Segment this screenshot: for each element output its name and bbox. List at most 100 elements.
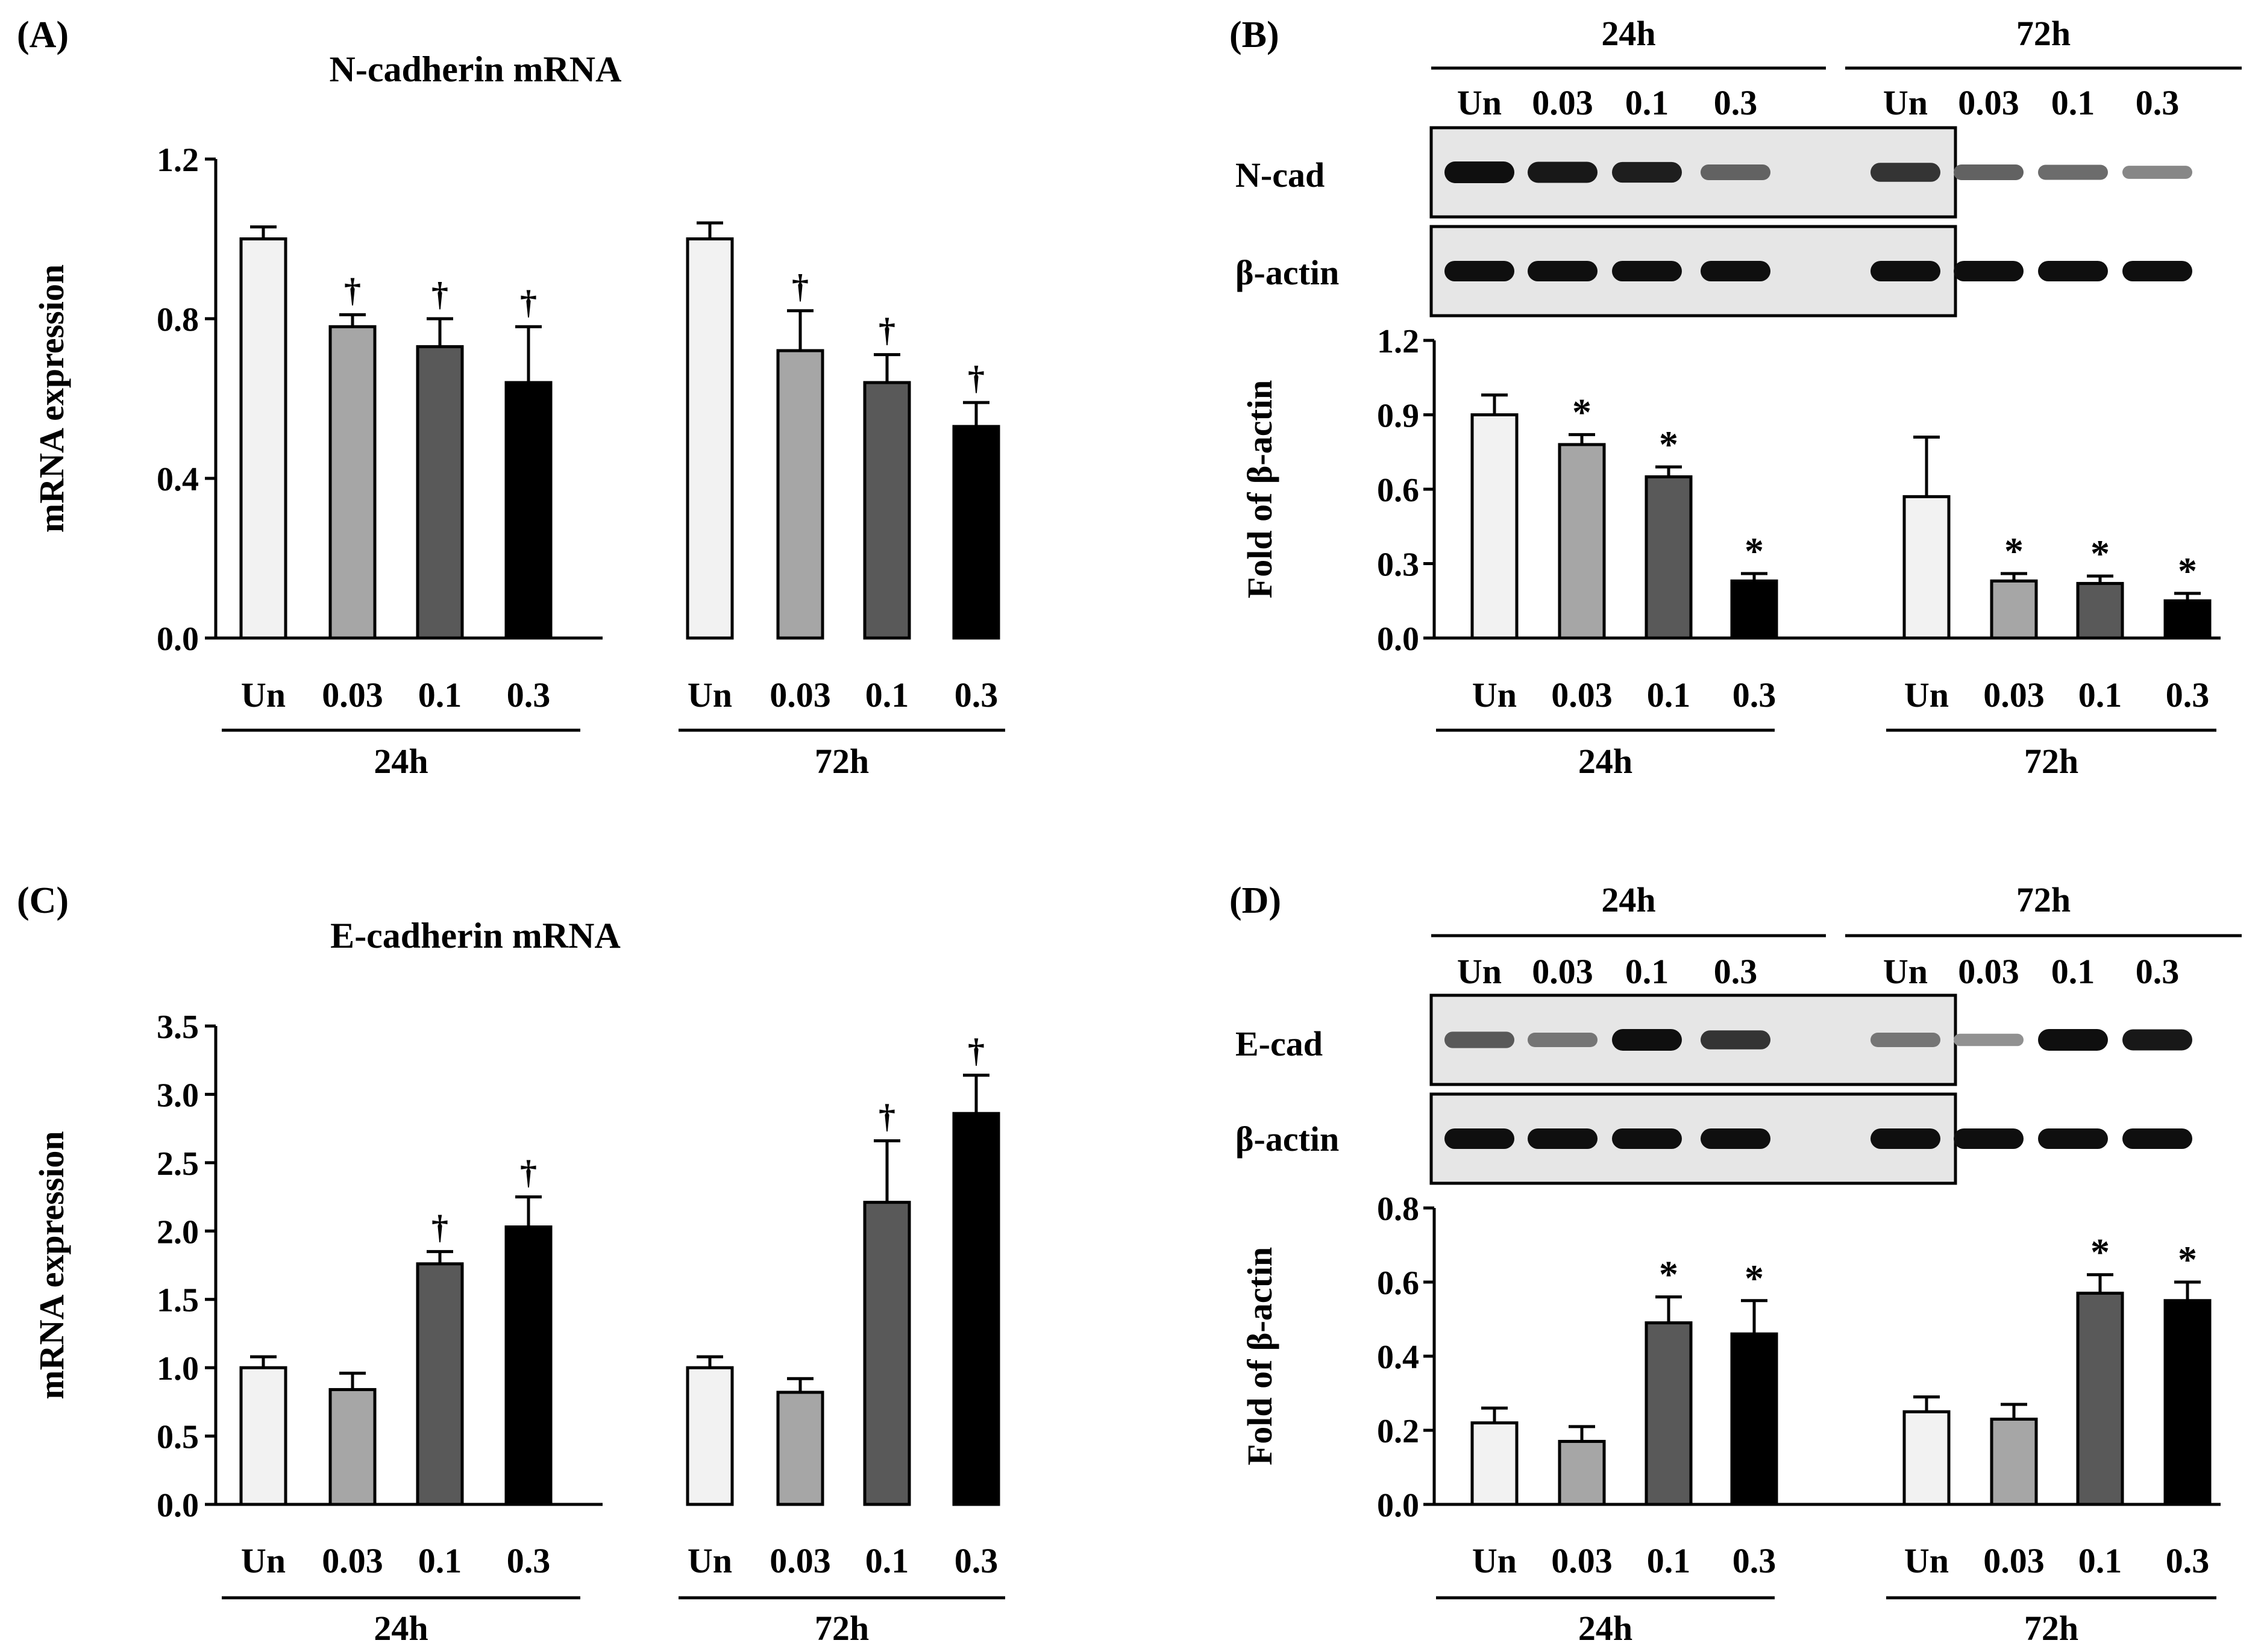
- blot-group-label-B: 72h: [2016, 14, 2071, 53]
- group-label-D: 24h: [1578, 1609, 1632, 1648]
- bar-B-72h-0.03: [1990, 579, 2038, 640]
- blot-band-D-actin: [1444, 1128, 1514, 1149]
- blot-group-label-D: 72h: [2016, 880, 2071, 919]
- category-label-B: 0.03: [1551, 675, 1613, 715]
- blot-band-D-actin: [1954, 1128, 2024, 1149]
- bar-C-24h-0.03: [328, 1388, 377, 1506]
- significance-mark-C: †: [431, 1209, 448, 1246]
- blot-band-D-actin: [2038, 1128, 2108, 1149]
- category-label-A: 0.03: [322, 675, 383, 715]
- blot-band-D-top: [1444, 1031, 1514, 1048]
- category-label-C: Un: [241, 1541, 286, 1580]
- category-label-A: 0.3: [507, 675, 551, 715]
- significance-mark-B: *: [2178, 549, 2197, 592]
- y-tick-label-B: 0.3: [1377, 546, 1419, 584]
- category-label-D: 0.03: [1983, 1541, 2045, 1580]
- bar-B-72h-0.3: [2163, 599, 2212, 640]
- blot-band-D-actin: [1701, 1128, 1770, 1149]
- bar-C-24h-0.3: [504, 1225, 553, 1506]
- y-tick-label-D: 0.2: [1377, 1413, 1419, 1450]
- bar-A-24h-0.3: [504, 381, 553, 640]
- bar-C-72h-0.1: [863, 1201, 911, 1506]
- y-axis-label-D: Fold of β-actin: [1240, 1247, 1279, 1465]
- bar-D-72h-Un: [1902, 1410, 1951, 1506]
- y-axis-label-A: mRNA expression: [32, 264, 71, 533]
- bar-B-24h-0.03: [1558, 443, 1606, 640]
- significance-mark-A: †: [968, 360, 985, 397]
- category-label-D: Un: [1472, 1541, 1517, 1580]
- y-tick-label-C: 1.5: [157, 1282, 199, 1319]
- chart-title-A: N-cadherin mRNA: [330, 49, 622, 89]
- significance-mark-D: *: [2090, 1231, 2110, 1274]
- blot-membrane-D-top: [1429, 993, 1957, 1086]
- blot-lane-label-B: 0.1: [2051, 83, 2095, 122]
- blot-band-B-top: [1612, 161, 1682, 183]
- bar-A-24h-0.1: [416, 345, 464, 640]
- category-label-D: 0.03: [1551, 1541, 1613, 1580]
- blot-band-D-top: [1701, 1030, 1770, 1050]
- significance-mark-A: †: [344, 272, 361, 309]
- bar-C-72h-0.3: [952, 1112, 1000, 1506]
- group-label-C: 24h: [374, 1609, 428, 1648]
- blot-band-B-top: [2038, 164, 2108, 180]
- group-label-D: 72h: [2024, 1609, 2078, 1648]
- bar-D-24h-Un: [1470, 1421, 1519, 1506]
- category-label-D: 0.1: [2078, 1541, 2122, 1580]
- significance-mark-A: †: [520, 284, 537, 321]
- blot-lane-label-B: Un: [1883, 83, 1928, 122]
- blot-band-B-top: [2122, 166, 2192, 179]
- y-tick-label-D: 0.4: [1377, 1339, 1419, 1376]
- category-label-C: Un: [688, 1541, 732, 1580]
- y-tick-label-D: 0.8: [1377, 1191, 1419, 1228]
- y-tick-label-A: 0.4: [157, 461, 199, 498]
- significance-mark-C: †: [879, 1098, 895, 1136]
- category-label-B: 0.3: [2166, 675, 2210, 715]
- y-tick-label-C: 1.0: [157, 1350, 199, 1388]
- y-tick-label-A: 0.8: [157, 301, 199, 339]
- y-axis-label-B: Fold of β-actin: [1240, 380, 1279, 598]
- bar-D-24h-0.1: [1645, 1321, 1693, 1506]
- blot-group-label-B: 24h: [1601, 14, 1655, 53]
- bar-C-72h-0.03: [776, 1391, 824, 1506]
- group-label-B: 24h: [1578, 742, 1632, 781]
- bar-A-72h-0.03: [776, 349, 824, 640]
- significance-mark-D: *: [1659, 1253, 1678, 1296]
- significance-mark-B: *: [1659, 423, 1678, 466]
- blot-lane-label-B: 0.1: [1625, 83, 1669, 122]
- group-label-B: 72h: [2024, 742, 2078, 781]
- bar-D-72h-0.1: [2076, 1291, 2124, 1506]
- bar-C-24h-Un: [239, 1366, 287, 1506]
- blot-lane-label-D: Un: [1457, 952, 1502, 991]
- blot-band-B-actin: [1701, 261, 1770, 281]
- panel-label-A: (A): [17, 14, 69, 55]
- y-tick-label-B: 1.2: [1377, 323, 1419, 360]
- category-label-C: 0.1: [865, 1541, 909, 1580]
- bar-D-72h-0.3: [2163, 1299, 2212, 1506]
- bar-B-24h-0.3: [1730, 579, 1778, 640]
- significance-mark-B: *: [2004, 530, 2024, 572]
- bar-B-24h-0.1: [1645, 475, 1693, 640]
- category-label-A: Un: [241, 675, 286, 715]
- blot-band-B-actin: [1954, 261, 2024, 281]
- panel-label-C: (C): [17, 880, 69, 921]
- blot-band-B-top: [1954, 164, 2024, 181]
- blot-band-B-actin: [1870, 261, 1940, 281]
- blot-name-B-target: N-cad: [1235, 155, 1325, 195]
- significance-mark-B: *: [1572, 390, 1591, 433]
- category-label-D: 0.3: [1732, 1541, 1776, 1580]
- chart-title-C: E-cadherin mRNA: [330, 916, 621, 956]
- blot-membrane-B-top: [1429, 126, 1957, 219]
- blot-lane-label-D: Un: [1883, 952, 1928, 991]
- bar-D-24h-0.03: [1558, 1439, 1606, 1506]
- blot-band-D-top: [1870, 1033, 1940, 1047]
- blot-band-B-actin: [1444, 261, 1514, 281]
- category-label-C: 0.03: [770, 1541, 831, 1580]
- category-label-B: Un: [1472, 675, 1517, 715]
- category-label-C: 0.1: [418, 1541, 462, 1580]
- significance-mark-C: †: [520, 1154, 537, 1192]
- blot-lane-label-B: 0.03: [1958, 83, 2019, 122]
- category-label-A: 0.1: [865, 675, 909, 715]
- significance-mark-A: †: [431, 276, 448, 313]
- blot-band-B-actin: [1612, 261, 1682, 281]
